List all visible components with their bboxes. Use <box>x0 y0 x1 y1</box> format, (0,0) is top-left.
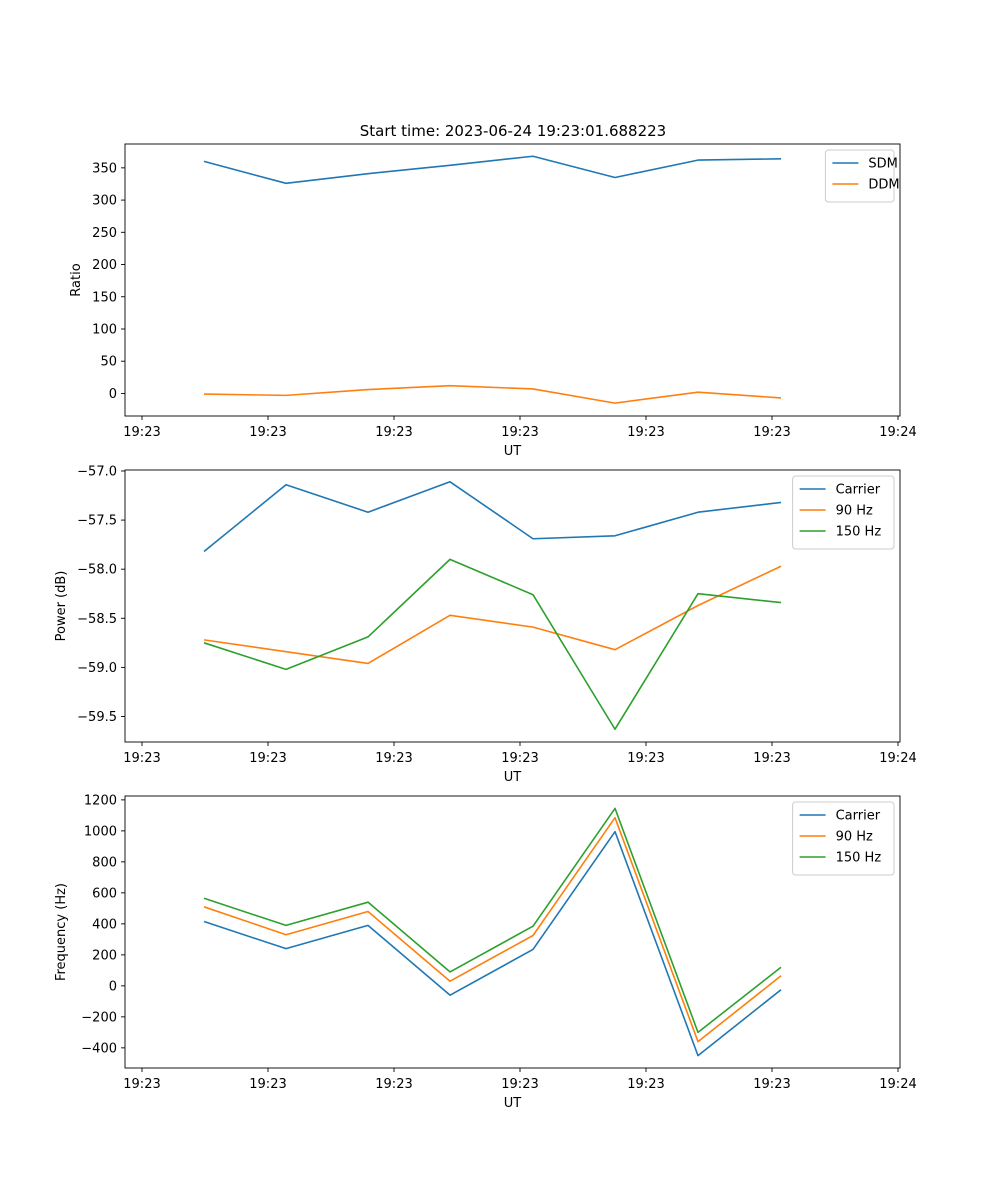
series-line-3-3 <box>203 807 782 1034</box>
x-tick-label-3-1: 19:23 <box>123 1077 160 1092</box>
y-tick-label-1-8: 350 <box>92 161 117 176</box>
y-tick-label-2-6: −59.5 <box>77 710 117 725</box>
x-tick-label-3-6: 19:23 <box>753 1077 790 1092</box>
legend-label-1-2: DDM <box>868 178 899 193</box>
subplot-1: 19:23 19:23 19:23 19:23 19:23 19:23 19:24 0 50 10… <box>69 143 917 459</box>
y-tick-label-3-5: 400 <box>92 917 117 932</box>
axes-frame-2 <box>124 469 901 743</box>
y-tick-label-2-5: −59.0 <box>77 661 117 676</box>
x-tick-label-2-6: 19:23 <box>753 751 790 766</box>
series-line-1-2 <box>203 384 782 404</box>
y-tick-label-1-6: 250 <box>92 226 117 241</box>
series-line-2-2 <box>203 565 782 665</box>
axes-frame-3 <box>124 795 901 1069</box>
y-tick-label-1-2: 50 <box>100 355 117 370</box>
x-tick-label-2-5: 19:23 <box>627 751 664 766</box>
y-tick-label-3-2: −200 <box>81 1010 117 1025</box>
x-axis-label-1: UT <box>504 444 522 459</box>
y-tick-label-1-7: 300 <box>92 194 117 209</box>
series-line-3-1 <box>203 830 782 1057</box>
x-tick-label-1-4: 19:23 <box>501 425 538 440</box>
y-tick-label-3-3: 0 <box>109 979 117 994</box>
series-line-2-3 <box>203 558 782 731</box>
x-tick-label-2-4: 19:23 <box>501 751 538 766</box>
x-axis-label-2: UT <box>504 770 522 785</box>
y-tick-label-1-1: 0 <box>109 387 117 402</box>
legend-label-2-3: 150 Hz <box>836 525 882 540</box>
axes-frame-1 <box>124 143 901 417</box>
x-tick-label-1-6: 19:23 <box>753 425 790 440</box>
series-line-1-1 <box>203 155 782 185</box>
y-tick-label-2-2: −57.5 <box>77 514 117 529</box>
legend-label-2-2: 90 Hz <box>836 504 873 519</box>
x-tick-label-2-7: 19:24 <box>879 751 916 766</box>
y-tick-label-1-3: 100 <box>92 322 117 337</box>
x-tick-label-2-3: 19:23 <box>375 751 412 766</box>
y-tick-label-3-8: 1000 <box>84 824 117 839</box>
y-tick-label-3-9: 1200 <box>84 793 117 808</box>
y-tick-label-2-3: −58.0 <box>77 563 117 578</box>
y-tick-label-2-4: −58.5 <box>77 612 117 627</box>
x-tick-label-2-1: 19:23 <box>123 751 160 766</box>
x-tick-label-1-2: 19:23 <box>249 425 286 440</box>
x-tick-label-1-1: 19:23 <box>123 425 160 440</box>
x-tick-label-2-2: 19:23 <box>249 751 286 766</box>
y-tick-label-3-7: 800 <box>92 855 117 870</box>
chart-title: Start time: 2023-06-24 19:23:01.688223 <box>360 122 666 140</box>
y-axis-label-3: Frequency (Hz) <box>54 883 69 981</box>
y-tick-label-1-4: 150 <box>92 290 117 305</box>
y-tick-label-3-4: 200 <box>92 948 117 963</box>
x-tick-label-3-2: 19:23 <box>249 1077 286 1092</box>
y-tick-label-3-6: 600 <box>92 886 117 901</box>
subplot-3: 19:23 19:23 19:23 19:23 19:23 19:23 19:24 −400 −… <box>54 793 917 1111</box>
x-tick-label-1-7: 19:24 <box>879 425 916 440</box>
y-axis-label-2: Power (dB) <box>54 571 69 642</box>
y-tick-label-1-5: 200 <box>92 258 117 273</box>
x-tick-label-1-3: 19:23 <box>375 425 412 440</box>
x-tick-label-3-7: 19:24 <box>879 1077 916 1092</box>
x-tick-label-3-5: 19:23 <box>627 1077 664 1092</box>
series-line-3-2 <box>203 816 782 1043</box>
series-line-2-1 <box>203 480 782 553</box>
legend-label-3-1: Carrier <box>836 809 881 824</box>
legend-label-3-3: 150 Hz <box>836 851 882 866</box>
x-tick-label-3-4: 19:23 <box>501 1077 538 1092</box>
legend-label-3-2: 90 Hz <box>836 830 873 845</box>
x-tick-label-3-3: 19:23 <box>375 1077 412 1092</box>
legend-label-1-1: SDM <box>868 157 897 172</box>
x-axis-label-3: UT <box>504 1096 522 1111</box>
legend-label-2-1: Carrier <box>836 483 881 498</box>
x-tick-label-1-5: 19:23 <box>627 425 664 440</box>
subplot-2: 19:23 19:23 19:23 19:23 19:23 19:23 19:24 −57.0… <box>54 464 917 785</box>
y-tick-label-3-1: −400 <box>81 1041 117 1056</box>
y-axis-label-1: Ratio <box>69 263 84 296</box>
y-tick-label-2-1: −57.0 <box>77 464 117 479</box>
